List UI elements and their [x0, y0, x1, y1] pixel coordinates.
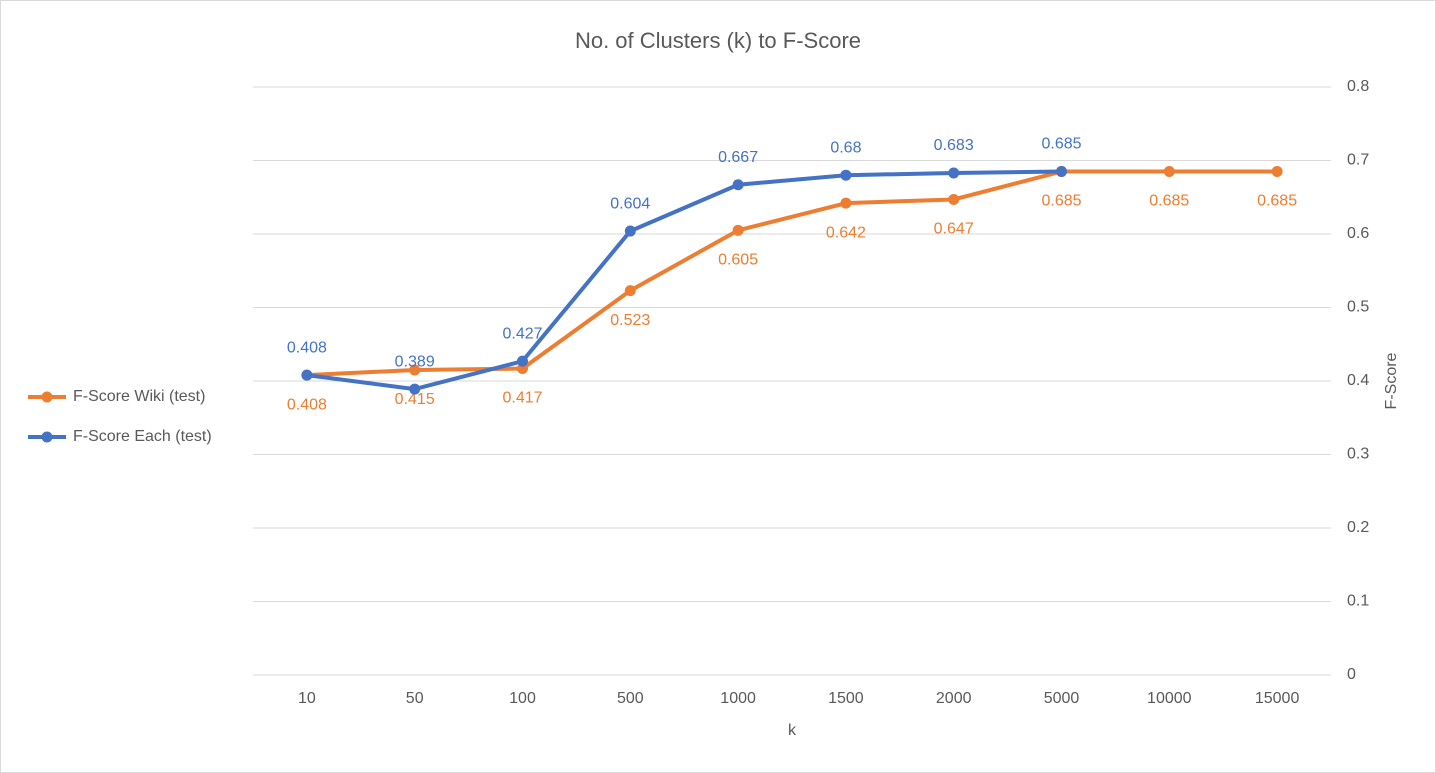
- point: [409, 383, 421, 395]
- y-tick-label: 0.5: [1347, 299, 1369, 316]
- legend-label: F-Score Wiki (test): [73, 388, 205, 405]
- data-label: 0.642: [826, 224, 866, 241]
- data-label: 0.647: [934, 221, 974, 238]
- point: [1271, 166, 1283, 178]
- point: [948, 167, 960, 179]
- series-line: [306, 169, 1062, 392]
- y-tick-label: 0.3: [1347, 446, 1369, 463]
- x-tick-label: 2000: [936, 690, 972, 707]
- point: [1056, 166, 1067, 178]
- data-label: 0.604: [610, 195, 650, 212]
- point: [409, 364, 421, 376]
- y-tick-label: 0.4: [1347, 372, 1369, 389]
- point: [732, 224, 744, 236]
- x-tick-label: 1000: [720, 690, 756, 707]
- data-label: 0.408: [287, 396, 327, 413]
- y-tick-label: 0.2: [1347, 519, 1369, 536]
- data-label: 0.417: [502, 390, 542, 407]
- series-line: [306, 169, 1278, 378]
- y-tick-label: 0: [1347, 666, 1356, 683]
- data-label: 0.523: [610, 312, 650, 329]
- data-label: 0.605: [718, 252, 758, 269]
- legend-marker: [41, 391, 53, 403]
- y-tick-label: 0.7: [1347, 152, 1369, 169]
- x-tick-label: 500: [617, 690, 644, 707]
- data-label: 0.427: [502, 325, 542, 342]
- data-label: 0.415: [395, 391, 435, 408]
- data-label: 0.683: [934, 137, 974, 154]
- x-tick-label: 1500: [828, 690, 864, 707]
- point: [840, 197, 852, 209]
- x-tick-label: 10: [298, 690, 316, 707]
- point: [517, 355, 528, 367]
- x-tick-label: 50: [406, 690, 424, 707]
- point: [840, 169, 852, 181]
- point: [624, 225, 636, 237]
- y-tick-label: 0.6: [1347, 225, 1369, 242]
- data-label: 0.667: [718, 149, 758, 166]
- y-axis-title: F-Score: [1383, 352, 1400, 409]
- point: [301, 369, 313, 381]
- x-tick-label: 100: [509, 690, 536, 707]
- data-label: 0.68: [830, 139, 861, 156]
- x-tick-label: 10000: [1147, 690, 1192, 707]
- point: [732, 179, 744, 191]
- data-label: 0.685: [1149, 193, 1189, 210]
- point: [948, 193, 960, 205]
- x-tick-label: 5000: [1044, 690, 1080, 707]
- y-tick-label: 0.1: [1347, 593, 1369, 610]
- data-label: 0.408: [287, 339, 327, 356]
- legend-marker: [41, 431, 53, 443]
- data-label: 0.685: [1257, 193, 1297, 210]
- chart-title: No. of Clusters (k) to F-Score: [575, 28, 861, 53]
- data-label: 0.389: [395, 353, 435, 370]
- data-label: 0.685: [1041, 193, 1081, 210]
- point: [624, 285, 636, 297]
- y-tick-label: 0.8: [1347, 78, 1369, 95]
- data-label: 0.685: [1041, 136, 1081, 153]
- x-axis-title: k: [788, 722, 797, 739]
- point: [1163, 166, 1175, 178]
- x-tick-label: 15000: [1255, 690, 1300, 707]
- legend-label: F-Score Each (test): [73, 428, 212, 445]
